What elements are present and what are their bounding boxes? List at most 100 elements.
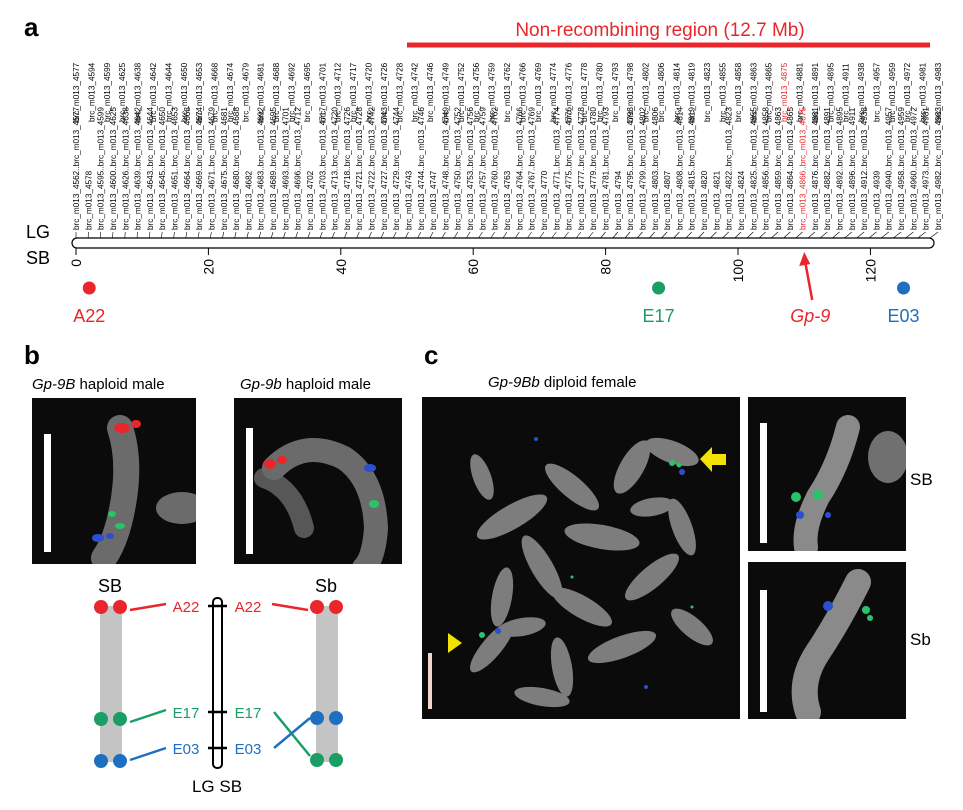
scale-bar xyxy=(246,428,253,554)
marker-label: brc_m013_4806 xyxy=(657,62,666,122)
title-suffix: diploid female xyxy=(539,374,637,391)
marker-connector xyxy=(624,231,631,239)
probe-layer: A22 E17 E03 xyxy=(73,281,920,326)
scale-bar xyxy=(428,653,432,709)
marker-label: brc_m013_4638 xyxy=(134,62,143,122)
marker-label: brc_m013_4875 xyxy=(780,62,789,122)
marker-label: brc_m013_4776 xyxy=(565,62,574,122)
panel-c-title: Gp-9Bb diploid female xyxy=(488,374,636,391)
marker-connector xyxy=(502,231,508,239)
marker-label: brc_m013_4669..brc_m013_4674 xyxy=(195,107,204,230)
marker-label: brc_m013_4744..brc_m013_4746 xyxy=(417,107,426,230)
marker-label: brc_m013_4798 xyxy=(626,62,635,122)
marker-label: brc_m013_4594 xyxy=(87,62,96,122)
marker-connector xyxy=(685,231,692,239)
marker-connector xyxy=(295,231,298,239)
connector-e17-left xyxy=(129,708,167,724)
panel-label-a: a xyxy=(24,12,39,42)
sb-e03-dot xyxy=(113,754,127,768)
marker-label: brc_m013_4780 xyxy=(595,62,604,122)
marker-label: brc_m013_4729..brc_m013_4744 xyxy=(392,107,401,230)
marker-connector xyxy=(490,231,495,239)
lg-sb-label: LG SB xyxy=(192,777,242,796)
marker-label: brc_m013_4743 xyxy=(404,170,413,230)
axis-tick-label: 120 xyxy=(862,259,878,283)
title-suffix: haploid male xyxy=(75,376,165,393)
marker-connector xyxy=(673,231,680,239)
marker-label: brc_m013_4727..brc_m013_4743 xyxy=(380,107,389,230)
marker-label: brc_m013_4693..brc_m013_4701 xyxy=(281,107,290,230)
marker-label: brc_m013_4749 xyxy=(441,62,450,122)
marker-label: brc_m013_4815..brc_m013_4819 xyxy=(688,107,697,230)
marker-label: brc_m013_4855 xyxy=(719,62,728,122)
marker-label: brc_m013_4746 xyxy=(426,62,435,122)
marker-connector xyxy=(649,231,655,239)
probe-label-e03: E03 xyxy=(888,306,920,326)
axis-tick-label: 20 xyxy=(200,259,216,275)
marker-connector xyxy=(283,231,286,239)
connector-e03-left xyxy=(129,746,167,762)
non-recombining-region-label: Non-recombining region (12.7 Mb) xyxy=(515,20,804,41)
sb-chromosome xyxy=(100,606,122,762)
marker-connector xyxy=(148,231,151,239)
marker-label: brc_m013_4752 xyxy=(457,62,466,122)
linkage-map-figure: Non-recombining region (12.7 Mb) LG SB b… xyxy=(26,20,943,326)
marker-label: brc_m013_4802 xyxy=(642,62,651,122)
marker-connector xyxy=(246,231,249,239)
axis-tick-label: 100 xyxy=(730,259,746,283)
marker-connector xyxy=(368,231,372,239)
axis-tick-label: 60 xyxy=(465,259,481,275)
marker-connector xyxy=(270,231,274,239)
marker-label: brc_m013_4896..brc_m013_4911 xyxy=(848,107,857,230)
marker-label: brc_m013_4863 xyxy=(749,62,758,122)
marker-label: brc_m013_4759 xyxy=(488,62,497,122)
marker-label: brc_m013_4912..brc_m013_4938 xyxy=(860,107,869,230)
marker-label: brc_m013_4683..brc_m013_4692 xyxy=(257,107,266,230)
marker-label: brc_m013_4821 xyxy=(712,170,721,230)
marker-label: brc_m013_4651..brc_m013_4653 xyxy=(171,107,180,230)
marker-label: brc_m013_4819 xyxy=(688,62,697,122)
marker-label: brc_m013_4794 xyxy=(614,170,623,230)
marker-label: brc_m013_4864..brc_m013_4865 xyxy=(786,107,795,230)
axis-tick-label: 80 xyxy=(598,259,614,275)
marker-connector xyxy=(429,231,434,239)
marker-label: brc_m013_4803..brc_m013_4806 xyxy=(651,107,660,230)
marker-label: brc_m013_4757..brc_m013_4759 xyxy=(478,107,487,230)
marker-label: brc_m013_4957 xyxy=(872,62,881,122)
marker-connector xyxy=(197,231,200,239)
sb-e17-dot xyxy=(113,712,127,726)
marker-label: brc_m013_4793 xyxy=(611,62,620,122)
probe-label-e17: E17 xyxy=(643,306,675,326)
metaphase-chromosomes xyxy=(448,437,726,708)
marker-label: brc_m013_4766 xyxy=(518,62,527,122)
marker-label: brc_m013_4795..brc_m013_4798 xyxy=(626,107,635,230)
marker-connector xyxy=(466,231,471,239)
marker-label: brc_m013_4671..brc_m013_4679 xyxy=(207,107,216,230)
marker-label: brc_m013_4595..brc_m013_4599 xyxy=(97,107,106,230)
marker-label: brc_m013_4808..brc_m013_4814 xyxy=(675,107,684,230)
marker-connector xyxy=(222,231,225,239)
marker-label: brc_m013_4713..brc_m013_4720 xyxy=(331,107,340,230)
marker-label: brc_m013_4681 xyxy=(257,62,266,122)
marker-label: brc_m013_4822..brc_m013_4823 xyxy=(725,107,734,230)
marker-label: brc_m013_4680..brc_m013_4688 xyxy=(232,107,241,230)
micrograph-gp9B-haploid-male xyxy=(32,398,196,564)
marker-label: brc_m013_4778 xyxy=(580,62,589,122)
marker-label: brc_m013_4728 xyxy=(395,62,404,122)
marker-label: brc_m013_4763 xyxy=(503,170,512,230)
marker-label: brc_m013_4895 xyxy=(826,62,835,122)
axis-tick-label: 0 xyxy=(68,259,84,267)
marker-connector xyxy=(417,231,422,239)
marker-connector xyxy=(527,231,532,239)
marker-label: brc_m013_4653 xyxy=(195,62,204,122)
inset-top-label: SB xyxy=(910,470,933,489)
marker-label: brc_m013_4712 xyxy=(334,62,343,122)
scale-bar xyxy=(760,590,767,712)
yellow-arrow-icon xyxy=(700,447,726,472)
marker-connector xyxy=(575,231,582,239)
micrograph-metaphase-spread xyxy=(422,397,740,719)
marker-label: brc_m013_4981 xyxy=(919,62,928,122)
sbs-e17-dot xyxy=(329,753,343,767)
marker-label: brc_m013_4938 xyxy=(857,62,866,122)
marker-label: brc_m013_4562..brc_m013_4577 xyxy=(72,107,81,230)
